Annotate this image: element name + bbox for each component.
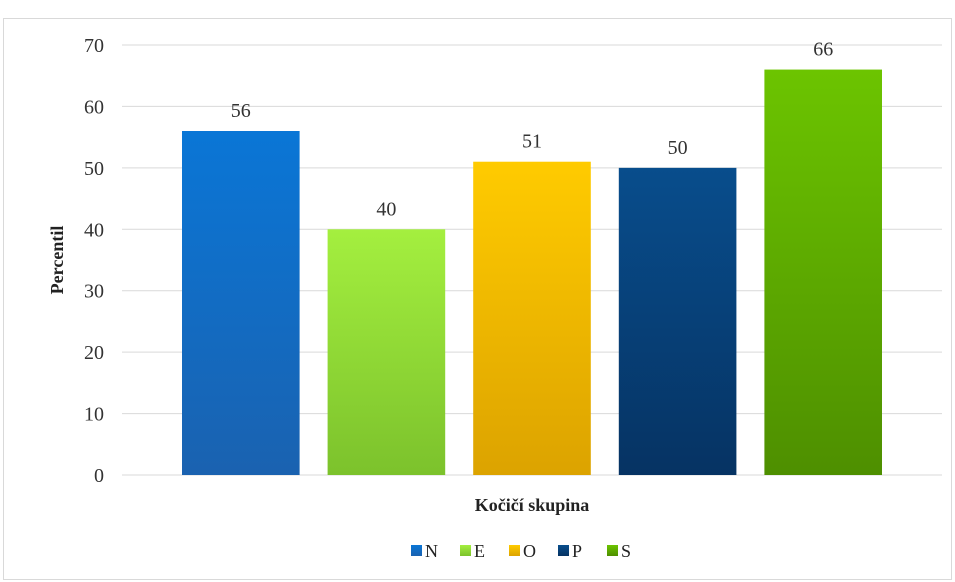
chart-frame bbox=[3, 18, 952, 580]
y-tick-label: 40 bbox=[84, 219, 104, 241]
legend-swatch-o bbox=[509, 545, 520, 556]
y-tick-label: 60 bbox=[84, 96, 104, 118]
legend-label-e: E bbox=[474, 541, 485, 561]
bars bbox=[182, 69, 882, 476]
y-axis-ticks: 0 10 20 30 40 50 60 70 bbox=[84, 35, 104, 487]
bar-p bbox=[618, 167, 737, 475]
x-axis-title: Kočičí skupina bbox=[475, 495, 590, 515]
y-tick-label: 20 bbox=[84, 342, 104, 364]
y-tick-label: 50 bbox=[84, 158, 104, 180]
y-tick-label: 10 bbox=[84, 404, 104, 426]
data-label-n: 56 bbox=[231, 100, 251, 122]
legend-swatch-n bbox=[411, 545, 422, 556]
bar-o bbox=[473, 161, 591, 475]
data-label-s: 66 bbox=[813, 39, 833, 61]
legend-swatch-s bbox=[607, 545, 618, 556]
legend-label-p: P bbox=[572, 541, 582, 561]
legend-label-s: S bbox=[621, 541, 631, 561]
bar-s bbox=[764, 69, 882, 476]
legend-label-n: N bbox=[425, 541, 438, 561]
y-tick-label: 0 bbox=[94, 465, 104, 487]
y-axis-title: Percentil bbox=[47, 226, 67, 295]
data-label-e: 40 bbox=[376, 198, 396, 220]
legend-label-o: O bbox=[523, 541, 536, 561]
data-labels: 56 40 51 50 66 bbox=[231, 39, 833, 221]
data-label-p: 50 bbox=[668, 137, 688, 159]
legend-swatch-e bbox=[460, 545, 471, 556]
y-tick-label: 70 bbox=[84, 35, 104, 57]
bar-e bbox=[327, 229, 446, 475]
bar-n bbox=[182, 131, 300, 475]
y-tick-label: 30 bbox=[84, 281, 104, 303]
legend-swatch-p bbox=[558, 545, 569, 556]
data-label-o: 51 bbox=[522, 131, 542, 153]
